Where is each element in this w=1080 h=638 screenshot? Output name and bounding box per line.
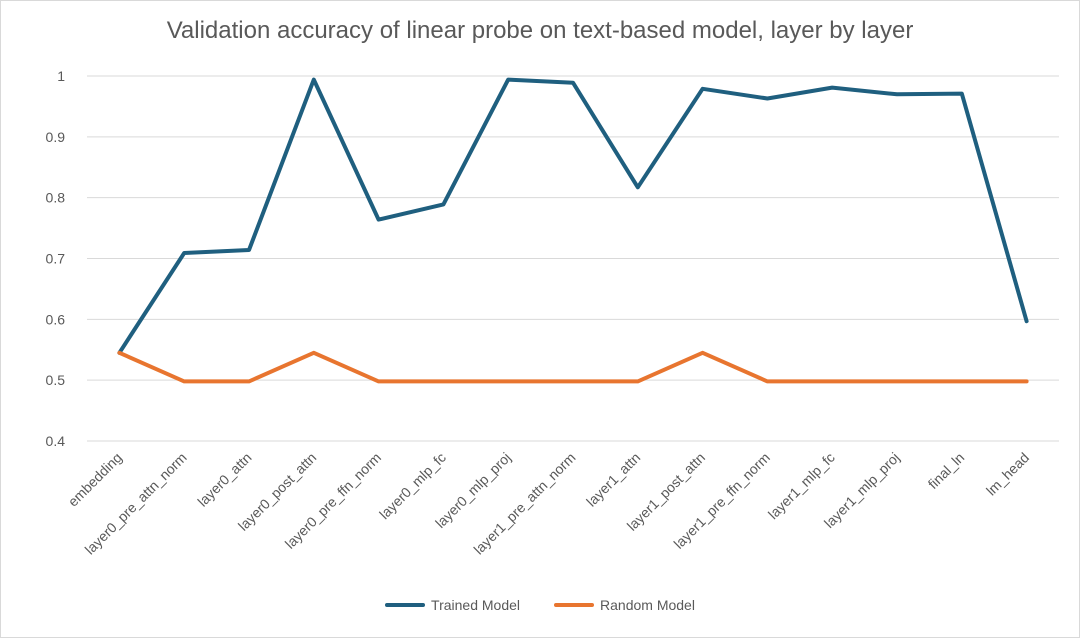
legend-label: Trained Model	[431, 597, 521, 613]
x-tick-label: embedding	[65, 449, 125, 509]
x-tick-label: final_ln	[925, 449, 968, 492]
legend-item: Random Model	[554, 597, 695, 613]
y-tick-label: 1	[57, 68, 65, 84]
y-tick-label: 0.4	[46, 433, 66, 449]
x-tick-label: layer1_mlp_fc	[765, 449, 838, 522]
y-tick-label: 0.6	[46, 311, 66, 327]
y-tick-label: 0.7	[46, 251, 66, 267]
x-tick-label: layer0_mlp_fc	[376, 449, 449, 522]
x-tick-label: layer1_attn	[583, 449, 643, 509]
chart-title: Validation accuracy of linear probe on t…	[166, 17, 914, 44]
series-line-trained-model	[117, 77, 1029, 355]
y-tick-label: 0.9	[46, 129, 66, 145]
legend-swatch	[554, 603, 595, 607]
legend-swatch	[385, 603, 426, 607]
x-tick-label: lm_head	[983, 449, 1032, 498]
legend: Trained Model Random Model	[1, 597, 1079, 613]
legend-label: Random Model	[600, 597, 695, 613]
x-tick-label: layer0_attn	[194, 449, 254, 509]
series-line-random-model	[117, 350, 1029, 384]
y-tick-label: 0.5	[46, 372, 66, 388]
y-tick-label: 0.8	[46, 190, 66, 206]
legend-item: Trained Model	[385, 597, 520, 613]
